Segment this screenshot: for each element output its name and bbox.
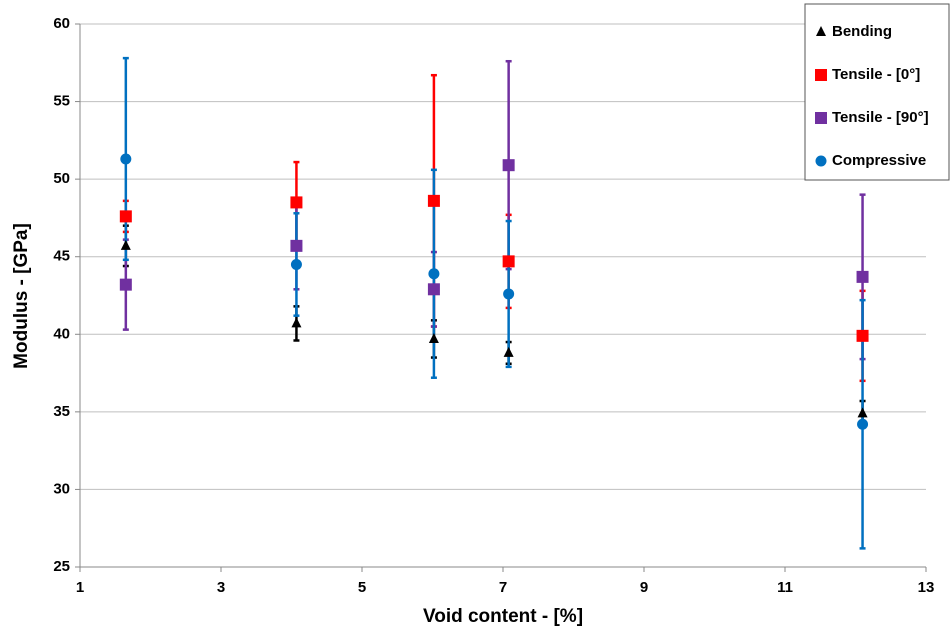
point (856, 329, 869, 342)
point (856, 270, 869, 283)
legend-label: Tensile - [0°] (832, 66, 920, 83)
y-tick-label: 45 (53, 248, 70, 265)
point (503, 346, 514, 357)
legend-marker (815, 69, 827, 81)
y-tick-label: 55 (53, 93, 70, 110)
legend-marker (815, 155, 827, 167)
point (290, 258, 302, 270)
x-tick-label: 7 (499, 579, 507, 596)
point (502, 159, 515, 172)
legend-label: Compressive (832, 152, 926, 169)
legend-marker (816, 26, 826, 36)
point (428, 332, 439, 343)
x-tick-label: 9 (640, 579, 648, 596)
point (428, 268, 440, 280)
y-axis-title: Modulus - [GPa] (11, 223, 32, 369)
legend-box (804, 3, 950, 181)
x-tick-label: 1 (76, 579, 84, 596)
point (120, 239, 131, 250)
point (857, 407, 868, 418)
y-tick-label: 50 (53, 170, 70, 187)
point (290, 196, 303, 209)
point (857, 418, 869, 430)
y-tick-label: 25 (53, 558, 70, 575)
y-tick-label: 30 (53, 480, 70, 497)
legend-label: Bending (832, 23, 892, 40)
x-tick-label: 11 (777, 579, 793, 596)
point (427, 194, 440, 207)
point (290, 239, 303, 252)
point (291, 317, 302, 328)
point (427, 283, 440, 296)
y-tick-label: 35 (53, 403, 70, 420)
x-tick-label: 13 (918, 579, 935, 596)
legend-marker (815, 112, 827, 124)
point (119, 278, 132, 291)
y-tick-label: 60 (53, 15, 70, 32)
y-tick-label: 40 (53, 325, 70, 342)
x-axis-title: Void content - [%] (423, 606, 583, 627)
point (503, 288, 515, 300)
legend-label: Tensile - [90°] (832, 109, 929, 126)
point (120, 153, 132, 165)
point (119, 210, 132, 223)
point (502, 255, 515, 268)
x-tick-label: 5 (358, 579, 366, 596)
x-tick-label: 3 (217, 579, 225, 596)
